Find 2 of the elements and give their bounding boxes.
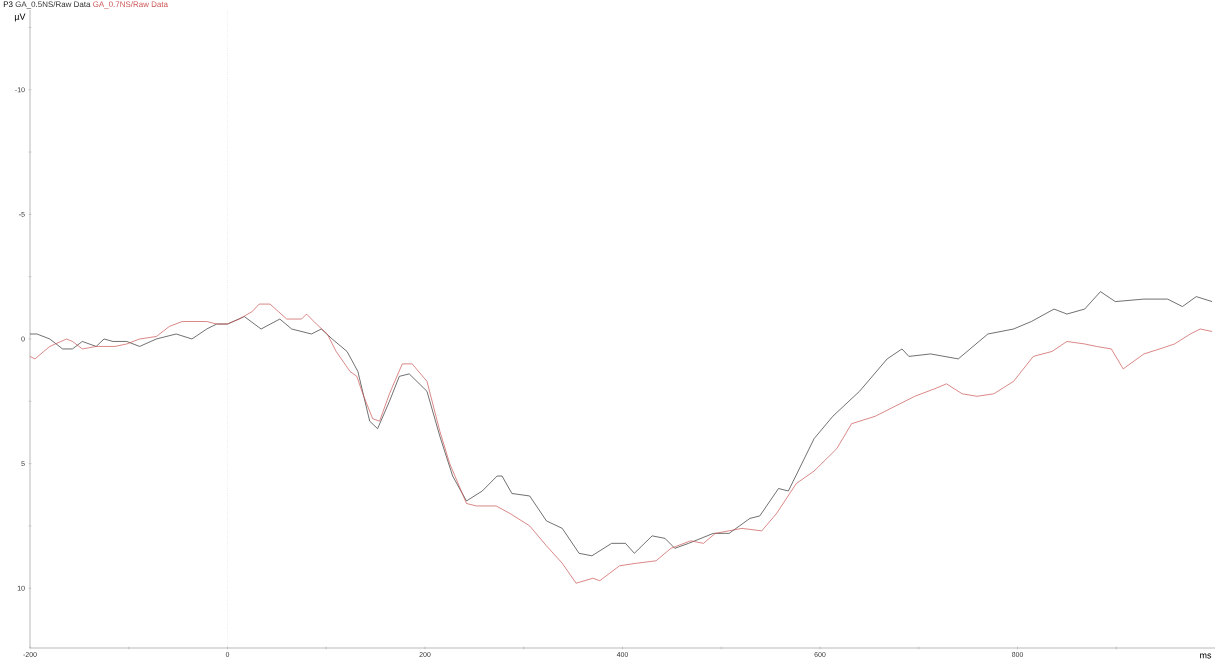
x-axis-title: ms bbox=[1200, 653, 1212, 659]
y-axis-title: µV bbox=[14, 13, 26, 22]
